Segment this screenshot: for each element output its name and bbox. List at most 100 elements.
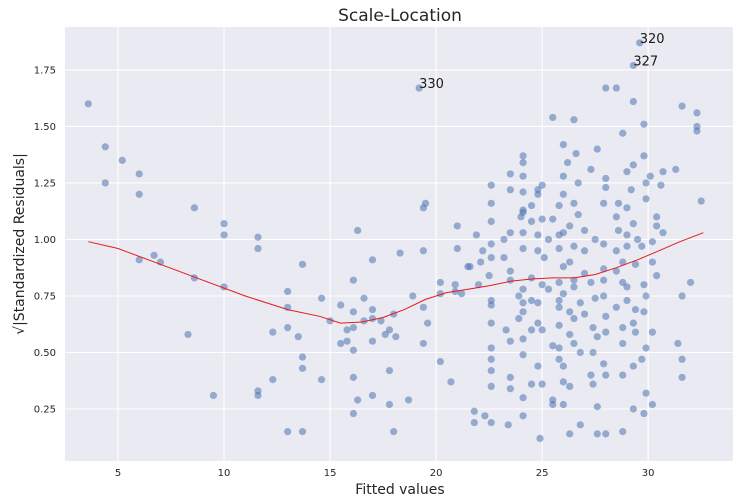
data-point [559, 378, 567, 386]
data-point [570, 242, 578, 250]
x-tick-label: 5 [115, 468, 121, 479]
data-point [555, 303, 563, 311]
data-point [269, 376, 277, 384]
data-point [589, 324, 597, 332]
data-point [470, 418, 478, 427]
data-point [629, 61, 637, 70]
point-annotations: 330 320 327 [419, 32, 664, 92]
data-point [623, 296, 631, 305]
data-point [574, 179, 582, 187]
data-point [563, 159, 572, 167]
data-point [527, 296, 536, 305]
data-point [534, 231, 542, 239]
data-point [487, 301, 495, 309]
data-point [672, 165, 680, 174]
data-point [385, 326, 394, 334]
data-point [392, 333, 400, 341]
data-point [118, 156, 126, 164]
data-point [436, 357, 444, 366]
data-point [457, 290, 466, 298]
data-point [593, 430, 601, 438]
data-point [474, 281, 483, 289]
data-point [385, 366, 394, 375]
point-annotation: 330 [419, 77, 444, 92]
data-point [515, 292, 523, 300]
data-point [519, 299, 527, 307]
data-point [519, 285, 527, 293]
data-point [519, 335, 527, 343]
data-point [101, 143, 109, 151]
data-point [549, 215, 557, 223]
data-point [648, 400, 657, 409]
data-point [519, 188, 527, 196]
data-point [638, 355, 646, 363]
data-point [527, 274, 536, 282]
data-point [477, 258, 485, 266]
data-point [419, 339, 427, 348]
data-point [559, 362, 567, 370]
data-point [619, 428, 627, 436]
data-point [580, 310, 589, 318]
data-point [506, 229, 514, 237]
data-point [487, 319, 495, 327]
data-point [686, 278, 695, 287]
data-point [487, 199, 495, 207]
data-point [653, 272, 661, 280]
data-point [519, 412, 527, 420]
point-annotation: 320 [640, 32, 665, 47]
data-point [135, 256, 143, 264]
data-point [678, 292, 686, 300]
data-point [576, 299, 584, 307]
data-point [538, 215, 546, 223]
data-point [487, 181, 495, 189]
y-tick-label: 0.25 [34, 405, 56, 416]
data-point [317, 376, 326, 384]
data-point [349, 409, 358, 418]
data-point [135, 190, 143, 198]
data-point [693, 127, 701, 135]
data-point [487, 217, 495, 225]
data-point [602, 174, 610, 183]
data-point [636, 39, 644, 47]
data-point [697, 197, 705, 205]
data-point [629, 319, 637, 327]
data-point [538, 326, 546, 334]
data-point [368, 256, 377, 264]
data-point [377, 317, 385, 325]
data-point [619, 258, 627, 266]
data-point [555, 278, 563, 287]
data-point [614, 199, 623, 207]
data-point [404, 396, 413, 404]
data-point [600, 292, 608, 300]
data-point [566, 308, 574, 316]
data-point [506, 276, 514, 284]
data-point [506, 385, 514, 393]
x-tick-label: 10 [218, 468, 231, 479]
data-point [612, 303, 620, 311]
data-point [349, 276, 358, 284]
data-point [580, 269, 589, 277]
data-point [619, 324, 627, 332]
data-point [678, 373, 686, 381]
data-point [549, 113, 557, 122]
data-point [631, 328, 640, 336]
data-point [220, 231, 228, 239]
data-point [500, 253, 508, 262]
data-point [559, 172, 567, 180]
data-point [150, 251, 158, 259]
data-point [519, 159, 527, 167]
data-point [298, 364, 307, 372]
data-point [500, 235, 508, 244]
data-point [506, 337, 514, 345]
y-tick-label: 1.50 [34, 122, 56, 133]
data-point [619, 371, 627, 379]
data-point [559, 140, 567, 149]
data-point [648, 328, 657, 336]
data-point [640, 308, 648, 316]
data-point [593, 333, 601, 341]
data-point [254, 391, 262, 400]
data-point [506, 373, 514, 381]
data-point [555, 321, 563, 329]
data-point [570, 283, 578, 291]
